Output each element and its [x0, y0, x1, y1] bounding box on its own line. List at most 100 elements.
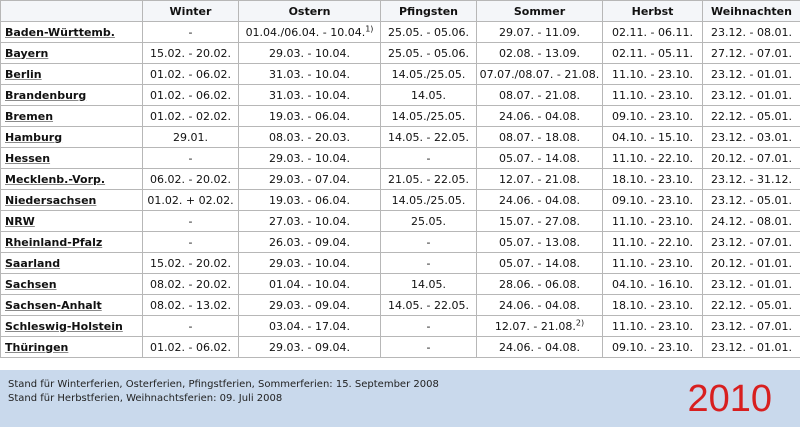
- ostern-cell-text: 08.03. - 20.03.: [269, 130, 350, 144]
- footnote-marker: 2): [575, 317, 585, 327]
- weihnachten-cell: 27.12. - 07.01.: [702, 42, 800, 64]
- table-row: Bayern 15.02. - 20.02. 29.03. - 10.04. 25.0…: [0, 42, 800, 64]
- winter-cell: 08.02. - 20.02.: [142, 273, 239, 295]
- herbst-cell: 11.10. - 23.10.: [602, 315, 703, 337]
- herbst-cell-text: 11.10. - 23.10.: [612, 88, 693, 102]
- table-row: Sachsen-Anhalt 08.02. - 13.02. 29.03. - 09…: [0, 294, 800, 316]
- state-cell[interactable]: Hamburg: [0, 126, 143, 148]
- winter-cell: 08.02. - 13.02.: [142, 294, 239, 316]
- state-cell[interactable]: Hessen: [0, 147, 143, 169]
- winter-cell-text: 06.02. - 20.02.: [150, 172, 231, 186]
- state-cell-text: Hamburg: [5, 130, 63, 144]
- state-cell[interactable]: Schleswig-Holstein: [0, 315, 143, 337]
- weihnachten-cell: 23.12. - 01.01.: [702, 63, 800, 85]
- state-cell[interactable]: Sachsen: [0, 273, 143, 295]
- ostern-cell-text: 03.04. - 17.04.: [269, 319, 350, 333]
- weihnachten-cell-text: 23.12. - 31.12.: [711, 172, 792, 186]
- winter-cell-text: 01.02. - 06.02.: [150, 88, 231, 102]
- pfingsten-cell-text: 25.05. - 05.06.: [388, 46, 469, 60]
- weihnachten-cell-text: 23.12. - 01.01.: [711, 67, 792, 81]
- header-state: [0, 0, 143, 22]
- state-cell[interactable]: Baden-Württemb.: [0, 21, 143, 43]
- ostern-cell: 19.03. - 06.04.: [238, 189, 381, 211]
- ostern-cell-text: 27.03. - 10.04.: [269, 214, 350, 228]
- state-cell[interactable]: Bremen: [0, 105, 143, 127]
- state-cell[interactable]: Bayern: [0, 42, 143, 64]
- weihnachten-cell: 20.12. - 07.01.: [702, 147, 800, 169]
- sommer-cell-text: 08.07. - 18.08.: [499, 130, 580, 144]
- sommer-cell: 05.07. - 13.08.: [476, 231, 603, 253]
- ostern-cell: 29.03. - 10.04.: [238, 147, 381, 169]
- sommer-cell: 12.07. - 21.08.2): [476, 315, 603, 337]
- state-cell-text: NRW: [5, 214, 35, 228]
- state-cell[interactable]: Saarland: [0, 252, 143, 274]
- winter-cell: 01.02. + 02.02.: [142, 189, 239, 211]
- weihnachten-cell-text: 23.12. - 03.01.: [711, 130, 792, 144]
- winter-cell: -: [142, 315, 239, 337]
- footnote-marker: 1): [365, 23, 374, 33]
- table-row: Saarland 15.02. - 20.02. 29.03. - 10.04. - 0…: [0, 252, 800, 274]
- sommer-cell-text: 29.07. - 11.09.: [499, 25, 580, 39]
- state-cell[interactable]: Sachsen-Anhalt: [0, 294, 143, 316]
- header-sommer: Sommer: [476, 0, 603, 22]
- pfingsten-cell: -: [380, 231, 477, 253]
- ostern-cell-text: 01.04. - 10.04.: [269, 277, 350, 291]
- herbst-cell: 11.10. - 23.10.: [602, 210, 703, 232]
- table-row: Niedersachsen 01.02. + 02.02. 19.03. - 06.…: [0, 189, 800, 211]
- winter-cell-text: -: [188, 235, 193, 249]
- weihnachten-cell-text: 23.12. - 01.01.: [711, 88, 792, 102]
- herbst-cell-text: 09.10. - 23.10.: [612, 340, 693, 354]
- pfingsten-cell-text: 21.05. - 22.05.: [388, 172, 469, 186]
- state-cell[interactable]: Thüringen: [0, 336, 143, 358]
- ostern-cell-text: 31.03. - 10.04.: [269, 88, 350, 102]
- state-cell[interactable]: Rheinland-Pfalz: [0, 231, 143, 253]
- pfingsten-cell-text: -: [426, 340, 431, 354]
- state-cell-text: Bremen: [5, 109, 54, 123]
- ostern-cell-text: 19.03. - 06.04.: [269, 193, 350, 207]
- state-cell[interactable]: NRW: [0, 210, 143, 232]
- state-cell[interactable]: Berlin: [0, 63, 143, 85]
- pfingsten-cell: 21.05. - 22.05.: [380, 168, 477, 190]
- winter-cell: -: [142, 210, 239, 232]
- weihnachten-cell-text: 22.12. - 05.01.: [711, 109, 792, 123]
- herbst-cell-text: 18.10. - 23.10.: [612, 298, 693, 312]
- herbst-cell: 11.10. - 22.10.: [602, 147, 703, 169]
- pfingsten-cell: 25.05. - 05.06.: [380, 42, 477, 64]
- table-row: Rheinland-Pfalz - 26.03. - 09.04. - 05.07. -…: [0, 231, 800, 253]
- header-winter: Winter: [142, 0, 239, 22]
- winter-cell: 01.02. - 06.02.: [142, 84, 239, 106]
- weihnachten-cell-text: 24.12. - 08.01.: [711, 214, 792, 228]
- ostern-cell-text: 29.03. - 10.04.: [269, 46, 350, 60]
- ostern-cell: 19.03. - 06.04.: [238, 105, 381, 127]
- pfingsten-cell: 25.05.: [380, 210, 477, 232]
- winter-cell-text: -: [188, 319, 193, 333]
- winter-cell-text: 01.02. - 02.02.: [150, 109, 231, 123]
- weihnachten-cell: 22.12. - 05.01.: [702, 294, 800, 316]
- table-row: Bremen 01.02. - 02.02. 19.03. - 06.04. 14.0…: [0, 105, 800, 127]
- state-cell-text: Berlin: [5, 67, 42, 81]
- sommer-cell: 28.06. - 06.08.: [476, 273, 603, 295]
- state-cell-text: Niedersachsen: [5, 193, 97, 207]
- weihnachten-cell: 23.12. - 07.01.: [702, 231, 800, 253]
- pfingsten-cell-text: 14.05./25.05.: [391, 109, 466, 123]
- pfingsten-cell: 14.05./25.05.: [380, 105, 477, 127]
- pfingsten-cell-text: 25.05. - 05.06.: [388, 25, 469, 39]
- weihnachten-cell: 23.12. - 05.01.: [702, 189, 800, 211]
- sommer-cell: 08.07. - 18.08.: [476, 126, 603, 148]
- sommer-cell: 24.06. - 04.08.: [476, 189, 603, 211]
- ostern-cell: 08.03. - 20.03.: [238, 126, 381, 148]
- state-cell[interactable]: Niedersachsen: [0, 189, 143, 211]
- state-cell[interactable]: Mecklenb.-Vorp.: [0, 168, 143, 190]
- state-cell[interactable]: Brandenburg: [0, 84, 143, 106]
- winter-cell-text: 29.01.: [173, 130, 208, 144]
- header-ostern: Ostern: [238, 0, 381, 22]
- pfingsten-cell: -: [380, 315, 477, 337]
- herbst-cell: 18.10. - 23.10.: [602, 294, 703, 316]
- ostern-cell-text: 01.04./06.04. - 10.04.: [245, 25, 366, 39]
- sommer-cell: 24.06. - 04.08.: [476, 105, 603, 127]
- state-cell-text: Schleswig-Holstein: [5, 319, 123, 333]
- header-row: Winter Ostern Pfingsten Sommer Herbst We…: [0, 0, 800, 22]
- ostern-cell: 29.03. - 09.04.: [238, 336, 381, 358]
- herbst-cell: 11.10. - 23.10.: [602, 252, 703, 274]
- winter-cell: 06.02. - 20.02.: [142, 168, 239, 190]
